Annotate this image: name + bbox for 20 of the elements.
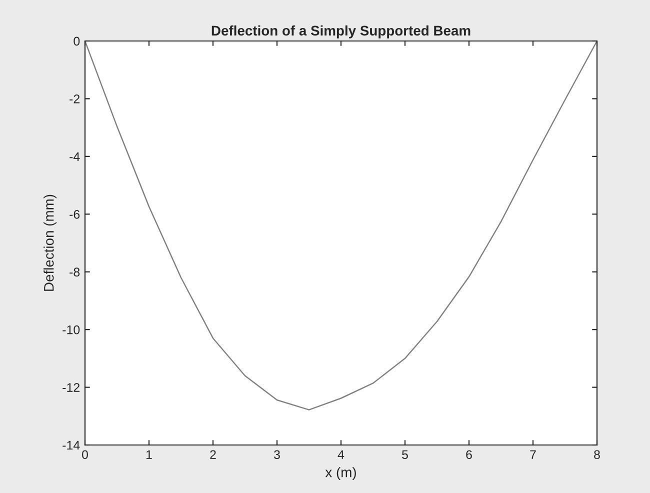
y-tick-label: -14 [62, 440, 80, 450]
x-axis-title: x (m) [325, 467, 356, 480]
x-tick-label: 1 [146, 450, 152, 459]
y-tick-label: -10 [62, 325, 80, 334]
x-tick-label: 0 [82, 450, 88, 460]
y-tick-label: -6 [70, 210, 80, 219]
x-tick-label: 3 [274, 450, 280, 460]
chart-title: Deflection of a Simply Supported Beam [212, 25, 470, 38]
y-tick-label: -8 [70, 268, 80, 277]
x-tick-label: 2 [210, 450, 216, 459]
y-tick-label: 0 [74, 36, 80, 46]
y-axis-title: Deflection (mm) [44, 194, 57, 291]
x-tick-label: 6 [466, 450, 472, 460]
y-tick-label: -12 [62, 383, 80, 392]
x-tick-label: 4 [338, 450, 344, 459]
x-tick-label: 8 [594, 450, 600, 460]
y-tick-label: -4 [70, 152, 80, 161]
x-tick-label: 7 [530, 450, 536, 459]
x-tick-label: 5 [402, 450, 408, 460]
y-tick-label: -2 [70, 94, 80, 104]
